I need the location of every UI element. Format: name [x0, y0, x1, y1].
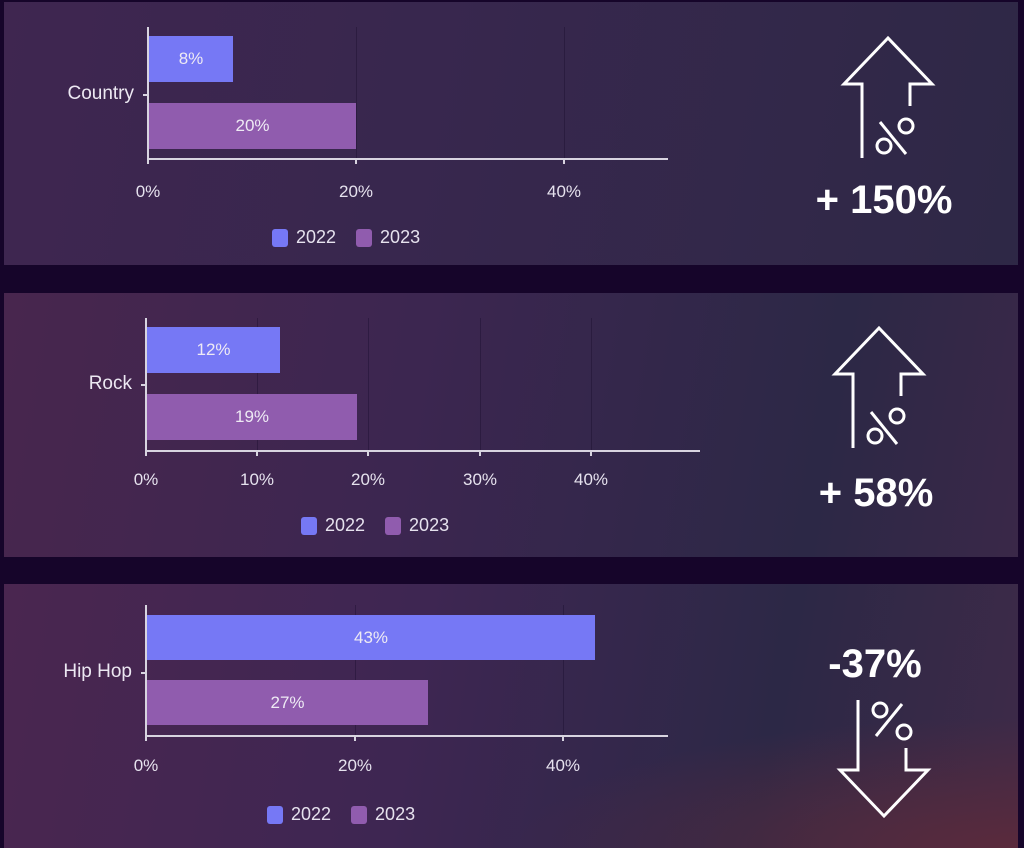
gridline [356, 27, 357, 158]
chart-panel-rock: Rock 12% 19% 0% 10% 20% 30% 40% 2022 202… [4, 293, 1018, 557]
x-tick-label: 20% [350, 470, 386, 489]
bar-chart: Rock 12% 19% 0% 10% 20% 30% 40% 2022 202… [4, 293, 764, 557]
x-tick-label: 20% [338, 182, 374, 201]
bar-value-label: 8% [178, 49, 204, 68]
x-tick [479, 450, 481, 456]
x-tick-label: 20% [337, 756, 373, 775]
percent-up-arrow-icon [840, 35, 936, 158]
x-tick [147, 158, 149, 164]
x-tick-label: 40% [573, 470, 609, 489]
category-label: Country [67, 83, 134, 104]
x-tick [145, 450, 147, 456]
x-tick [354, 735, 356, 741]
gridline [564, 27, 565, 158]
bar-chart: Country 8% 20% 0% 20% 40% 2022 2023 [4, 2, 764, 265]
x-tick [367, 450, 369, 456]
gridline [480, 318, 481, 450]
gridline [563, 605, 564, 736]
x-tick-label: 40% [545, 756, 581, 775]
x-axis [147, 158, 668, 160]
gridline [355, 605, 356, 736]
gridline [368, 318, 369, 450]
legend-item-2022[interactable]: 2022 [301, 515, 365, 536]
legend-item-2023[interactable]: 2023 [351, 804, 415, 825]
x-tick-label: 10% [239, 470, 275, 489]
y-tick [141, 672, 146, 674]
legend-swatch [267, 805, 283, 824]
chart-panel-hip-hop: Hip Hop 43% 27% 0% 20% 40% 2022 2023 -37… [4, 584, 1018, 848]
legend-swatch [272, 228, 288, 247]
y-axis [145, 605, 147, 738]
bar-value-label: 19% [234, 407, 270, 426]
percent-up-arrow-icon [831, 325, 927, 448]
legend-swatch [351, 805, 368, 824]
x-tick [590, 450, 592, 456]
legend-item-2022[interactable]: 2022 [267, 804, 331, 825]
x-tick-label: 40% [546, 182, 582, 201]
legend: 2022 2023 [272, 227, 430, 248]
x-tick-label: 30% [462, 470, 498, 489]
x-tick [256, 450, 258, 456]
bar-chart: Hip Hop 43% 27% 0% 20% 40% 2022 2023 [4, 584, 764, 848]
chart-panel-country: Country 8% 20% 0% 20% 40% 2022 2023 + 15… [4, 2, 1018, 265]
legend-item-2022[interactable]: 2022 [272, 227, 336, 248]
change-percentage: + 58% [818, 471, 934, 515]
x-tick [355, 158, 357, 164]
bar-2023: 20% [149, 103, 356, 149]
legend-swatch [385, 516, 402, 535]
x-tick-label: 0% [135, 182, 161, 201]
change-percentage: -37% [828, 642, 922, 686]
category-label: Hip Hop [63, 661, 132, 682]
percent-down-arrow-icon [836, 700, 932, 819]
x-axis [145, 450, 700, 452]
category-label: Rock [88, 373, 132, 394]
gridline [591, 318, 592, 450]
bar-2023: 27% [147, 680, 428, 725]
x-tick [145, 735, 147, 741]
legend-item-2023[interactable]: 2023 [356, 227, 420, 248]
gridline [257, 318, 258, 450]
bar-value-label: 12% [196, 340, 231, 359]
legend-swatch [356, 228, 373, 247]
bar-2022: 43% [147, 615, 595, 660]
x-axis [145, 735, 668, 737]
y-axis [145, 318, 147, 452]
change-percentage: + 150% [815, 178, 953, 222]
x-tick-label: 0% [133, 756, 159, 775]
bar-2023: 19% [147, 394, 357, 440]
legend: 2022 2023 [301, 515, 459, 536]
bar-value-label: 20% [235, 116, 270, 135]
x-tick [562, 735, 564, 741]
y-axis [147, 27, 149, 160]
bar-2022: 8% [149, 36, 233, 82]
legend: 2022 2023 [267, 804, 425, 825]
legend-swatch [301, 516, 317, 535]
bar-value-label: 27% [270, 692, 305, 712]
bar-value-label: 43% [353, 627, 389, 647]
y-tick [143, 94, 148, 96]
x-tick-label: 0% [133, 470, 159, 489]
legend-item-2023[interactable]: 2023 [385, 515, 449, 536]
y-tick [141, 384, 146, 386]
x-tick [563, 158, 565, 164]
bar-2022: 12% [147, 327, 280, 373]
